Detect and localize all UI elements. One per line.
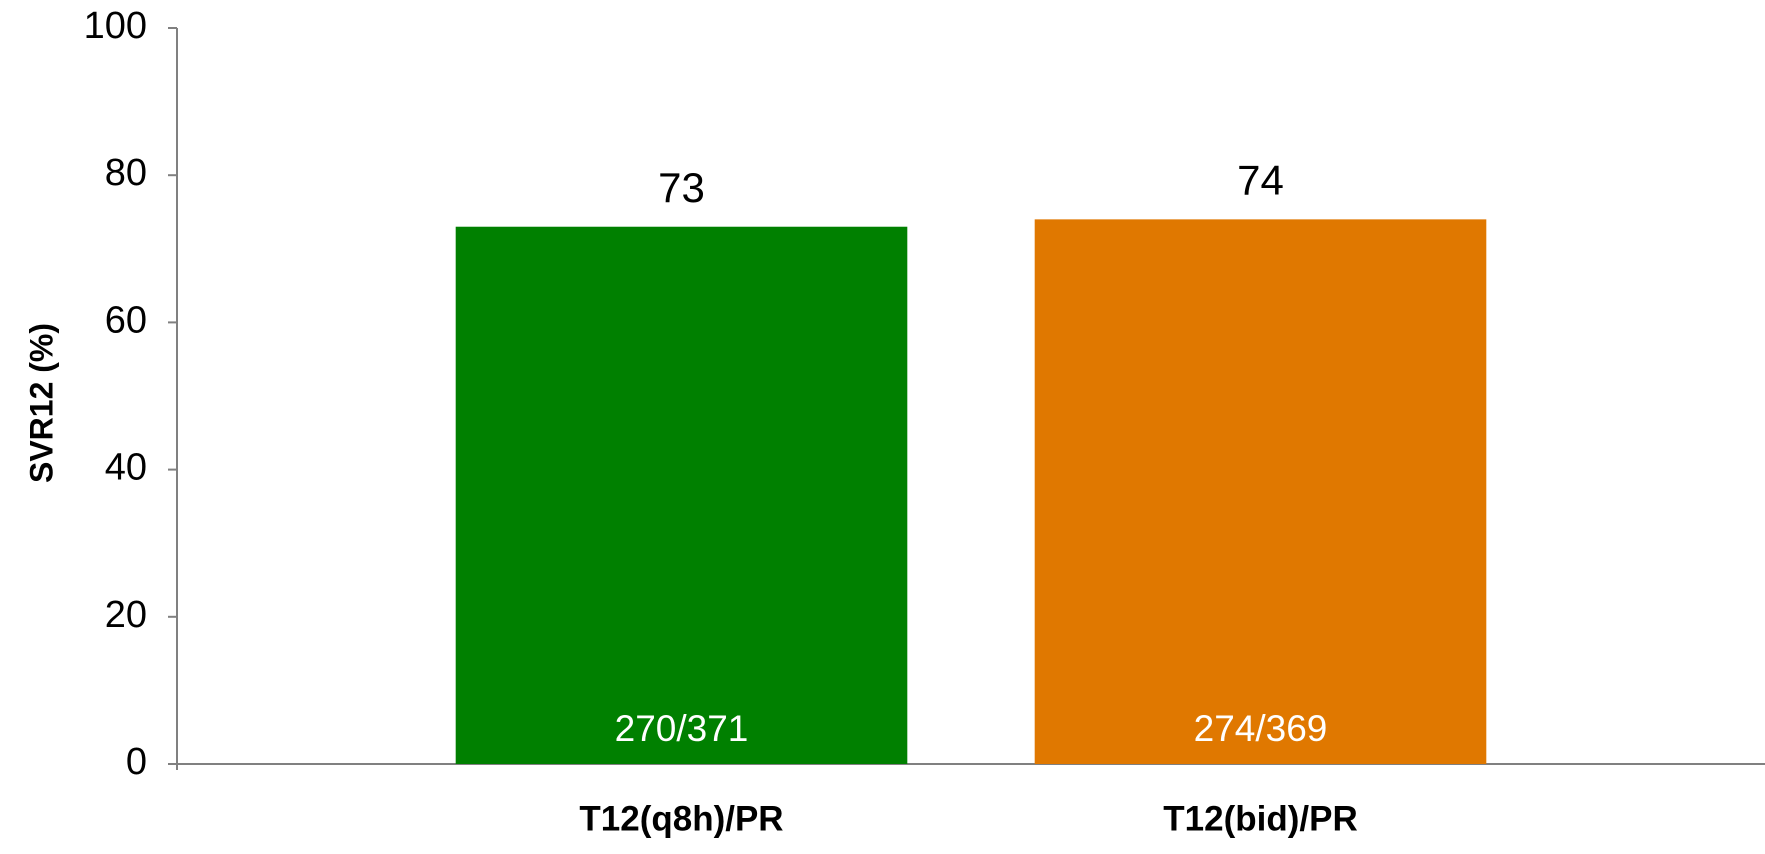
y-axis-label: SVR12 (%) (23, 323, 59, 483)
y-tick-label: 80 (105, 152, 147, 194)
x-tick-label: T12(bid)/PR (1163, 799, 1357, 838)
y-tick-label: 100 (84, 5, 147, 47)
value-label: 74 (1237, 156, 1284, 203)
y-tick-label: 0 (126, 741, 147, 783)
value-label: 73 (658, 164, 705, 211)
bar-inner-label: 270/371 (615, 708, 749, 749)
bar-inner-label: 274/369 (1194, 708, 1328, 749)
y-tick-label: 20 (105, 594, 147, 636)
y-tick-label: 60 (105, 299, 147, 341)
bar (455, 226, 908, 765)
x-tick-label: T12(q8h)/PR (579, 799, 783, 838)
y-tick-label: 40 (105, 447, 147, 489)
bar (1034, 219, 1487, 765)
